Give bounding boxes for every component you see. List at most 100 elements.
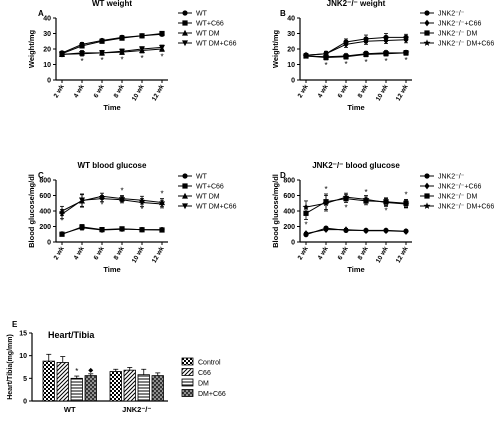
legend-marker [182,10,188,16]
data-point [342,193,350,200]
series-line [305,39,407,56]
legend-label: C66 [198,370,211,377]
x-tick-label: 6 wk [93,245,106,261]
y-tick-label: 20 [287,47,295,54]
series-line [305,198,407,214]
x-tick-label: 8 wk [113,83,126,99]
x-tick-label: 10 wk [131,83,146,102]
y-tick-label: 400 [39,209,51,216]
significance-asterisk: * [344,60,347,69]
data-point [323,226,329,233]
legend-marker [182,40,188,47]
series-triangle-down [59,193,165,220]
legend-label: WT+C66 [196,184,224,191]
significance-asterisk: * [160,190,163,199]
y-tick-label: 0 [291,240,295,247]
x-axis-title: Time [103,103,120,112]
data-point [119,48,125,55]
data-point [139,227,145,233]
legend-label: JNK2⁻/⁻ [438,11,465,18]
data-point [303,230,309,237]
y-tick-label: 10 [287,62,295,69]
legend-marker [424,173,430,179]
legend-marker [424,182,430,190]
x-tick-label: 8 wk [113,245,126,261]
y-tick-label: 800 [283,178,295,185]
significance-asterisk: * [384,207,387,216]
legend-label: WT DM [196,31,220,38]
legend-swatch [181,357,194,366]
legend-marker [182,20,188,26]
y-tick-label: 30 [287,31,295,38]
series-square [59,224,165,237]
x-tick-label: 8 wk [357,245,370,261]
y-axis-title: Blood glucose/mg/dl [271,174,280,248]
data-point [99,50,105,57]
x-tick-label: 8 wk [357,83,370,99]
series-line [305,229,407,234]
data-point [343,40,349,48]
data-point [403,228,409,235]
series-circle [59,224,165,237]
legend-label: WT [196,11,208,18]
x-tick-label: 4 wk [73,245,86,261]
data-point [79,224,85,230]
x-tick-label: 12 wk [151,83,166,102]
data-point [402,49,410,56]
data-point [159,227,165,233]
x-tick-label: 4 wk [317,245,330,261]
legend-label: DM+C66 [198,391,226,398]
series-line [61,198,163,215]
y-tick-label: 40 [287,16,295,23]
legend-label: JNK2⁻/⁻ DM [438,31,477,38]
y-tick-label: 20 [43,47,51,54]
data-point [159,30,165,37]
x-tick-label: 6 wk [93,83,106,99]
y-tick-label: 15 [19,331,27,338]
x-tick-label: 12 wk [395,83,410,102]
data-point [363,37,369,45]
series-triangle-up [59,192,165,217]
bar [151,375,164,402]
significance-asterisk: * [100,56,103,65]
y-tick-label: 0 [47,240,51,247]
chart-title: JNK2⁻/⁻ blood glucose [312,161,400,170]
x-tick-label: 4 wk [317,83,330,99]
bar [56,362,69,402]
significance-asterisk: * [324,61,327,70]
legend-label: JNK2⁻/⁻ DM+C66 [438,204,494,211]
x-tick-label: 12 wk [151,245,166,264]
chart-title: Heart/Tibia [48,330,95,340]
legend-label: WT DM+C66 [196,41,237,48]
legend-marker [424,30,430,36]
panel-e-heart-tibia: E Heart/Tibia 0 5 10 15 Heart/Tibia(mg/mm) WT JN… [7,320,226,414]
significance-asterisk: * [384,57,387,66]
y-tick-label: 200 [283,224,295,231]
series-line [61,46,163,55]
data-point [59,211,65,218]
y-axis-title: Weight/mg [271,29,280,68]
data-point [79,197,85,204]
data-point [159,44,165,51]
series-line [305,52,406,58]
legend-marker [182,183,188,189]
legend-marker [424,193,430,199]
data-point [59,51,65,58]
y-tick-label: 800 [39,178,51,185]
bar [123,369,136,402]
legend-label: WT [196,174,208,181]
legend-marker [182,173,188,179]
legend-label: JNK2⁻/⁻ [438,174,465,181]
x-axis-title: Time [347,103,364,112]
legend-label: WT+C66 [196,21,224,28]
significance-asterisk: * [120,187,123,196]
panel-letter: E [12,320,18,329]
significance-asterisk: * [140,205,143,214]
data-point [119,35,125,41]
chart-title: WT blood glucose [78,161,147,170]
significance-asterisk: * [344,203,347,212]
x-tick-label: 6 wk [337,83,350,99]
series-diamond [303,226,409,237]
significance-asterisk: * [60,217,63,226]
